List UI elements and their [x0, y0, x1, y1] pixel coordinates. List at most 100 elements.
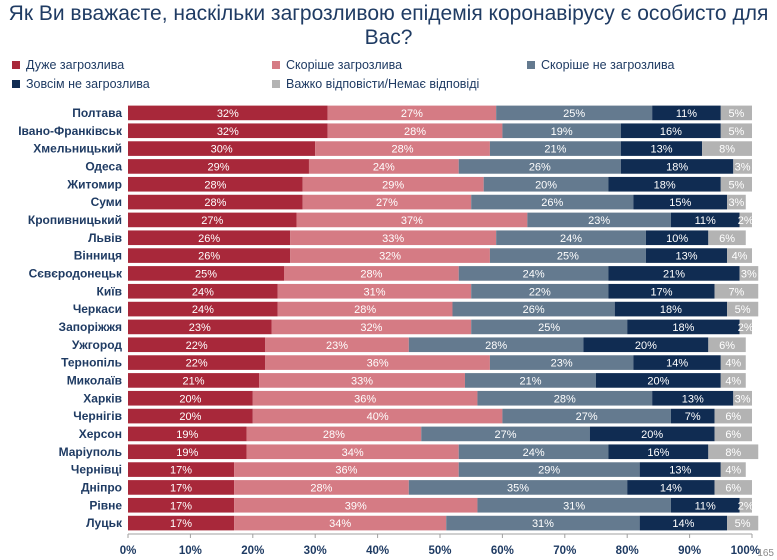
- category-label: Рівне: [89, 498, 122, 512]
- bar-segment: [477, 390, 653, 406]
- data-label: 14%: [660, 482, 682, 494]
- data-label: 17%: [170, 482, 192, 494]
- legend-item: Дуже загрозлива: [12, 57, 124, 73]
- data-label: 25%: [195, 268, 217, 280]
- category-label: Ужгород: [72, 338, 122, 352]
- data-label: 37%: [401, 215, 423, 227]
- data-label: 2%: [738, 215, 754, 227]
- bar-segment: [489, 141, 621, 156]
- data-label: 24%: [192, 286, 214, 298]
- data-label: 13%: [675, 251, 697, 263]
- data-label: 31%: [532, 518, 554, 530]
- data-label: 7%: [685, 411, 701, 423]
- data-label: 39%: [345, 500, 367, 512]
- data-label: 22%: [529, 286, 551, 298]
- data-label: 17%: [651, 286, 673, 298]
- bar-segment: [128, 390, 253, 406]
- data-label: 2%: [738, 500, 754, 512]
- bar-segment: [128, 373, 260, 388]
- bar-segment: [315, 141, 490, 156]
- bar-segment: [128, 426, 247, 442]
- data-label: 6%: [719, 340, 735, 352]
- bar-segment: [471, 194, 634, 210]
- data-label: 6%: [725, 482, 741, 494]
- data-label: 32%: [217, 108, 239, 120]
- category-label: Луцьк: [86, 516, 123, 530]
- bar-segment: [302, 194, 472, 210]
- bar-segment: [608, 266, 740, 281]
- data-label: 24%: [523, 447, 545, 459]
- bar-segment: [639, 515, 728, 531]
- data-label: 18%: [672, 322, 694, 334]
- bar-segment: [128, 462, 235, 477]
- data-label: 4%: [725, 375, 741, 387]
- bar-segment: [128, 159, 309, 174]
- bar-segment: [408, 337, 584, 353]
- data-label: 11%: [695, 215, 716, 227]
- data-label: 24%: [373, 161, 395, 173]
- data-label: 24%: [192, 304, 214, 316]
- data-label: 2%: [738, 322, 754, 334]
- data-label: 16%: [647, 447, 669, 459]
- legend-label: Важко відповісти/Немає відповіді: [286, 77, 480, 91]
- category-label: Харків: [83, 391, 122, 405]
- bar-segment: [720, 176, 752, 192]
- bar-segment: [128, 444, 247, 460]
- data-label: 28%: [354, 304, 376, 316]
- bar-segment: [720, 462, 746, 477]
- data-label: 35%: [507, 482, 529, 494]
- data-label: 34%: [342, 447, 364, 459]
- data-label: 28%: [554, 393, 576, 405]
- bar-segment: [128, 212, 297, 228]
- bar-segment: [708, 337, 746, 353]
- bar-segment: [608, 176, 721, 192]
- bar-segment: [290, 230, 497, 246]
- bar-segment: [620, 141, 703, 156]
- bar-segment: [446, 515, 640, 531]
- bar-segment: [128, 355, 266, 370]
- category-label: Івано-Франківськ: [18, 124, 123, 138]
- data-label: 3%: [741, 268, 757, 280]
- bar-segment: [489, 355, 634, 370]
- data-label: 24%: [560, 233, 582, 245]
- data-label: 10%: [666, 233, 688, 245]
- x-tick-label: 10%: [179, 545, 202, 557]
- bar-segment: [234, 515, 447, 531]
- data-label: 21%: [519, 375, 541, 387]
- category-label: Львів: [88, 231, 122, 245]
- bar-segment: [471, 319, 628, 335]
- bar-segment: [596, 373, 721, 388]
- bar-segment: [583, 337, 709, 353]
- data-label: 27%: [376, 197, 398, 209]
- data-label: 4%: [725, 358, 741, 370]
- bar-segment: [702, 141, 752, 156]
- category-label: Чернівці: [71, 463, 122, 477]
- bar-segment: [246, 444, 459, 460]
- bar-segment: [271, 319, 472, 335]
- category-label: Херсон: [79, 427, 122, 441]
- x-tick-label: 80%: [616, 545, 639, 557]
- legend-label: Скоріше загрозлива: [286, 58, 403, 72]
- bar-segment: [733, 159, 752, 174]
- data-label: 26%: [529, 161, 551, 173]
- data-label: 19%: [551, 126, 573, 138]
- data-label: 22%: [186, 358, 208, 370]
- data-label: 28%: [485, 340, 507, 352]
- data-label: 28%: [323, 429, 345, 441]
- bar-segment: [284, 266, 459, 281]
- bar-segment: [128, 176, 303, 192]
- data-label: 5%: [728, 179, 744, 191]
- bar-segment: [234, 462, 459, 477]
- bar-segment: [714, 426, 752, 442]
- bar-segment: [670, 497, 740, 513]
- category-label: Полтава: [72, 106, 122, 120]
- bar-segment: [727, 248, 752, 263]
- bar-segment: [128, 248, 291, 263]
- data-label: 20%: [535, 179, 557, 191]
- data-label: 20%: [635, 340, 657, 352]
- bar-segment: [714, 283, 759, 299]
- category-label: Кропивницький: [28, 213, 122, 227]
- bar-segment: [527, 212, 671, 228]
- data-label: 13%: [669, 465, 691, 477]
